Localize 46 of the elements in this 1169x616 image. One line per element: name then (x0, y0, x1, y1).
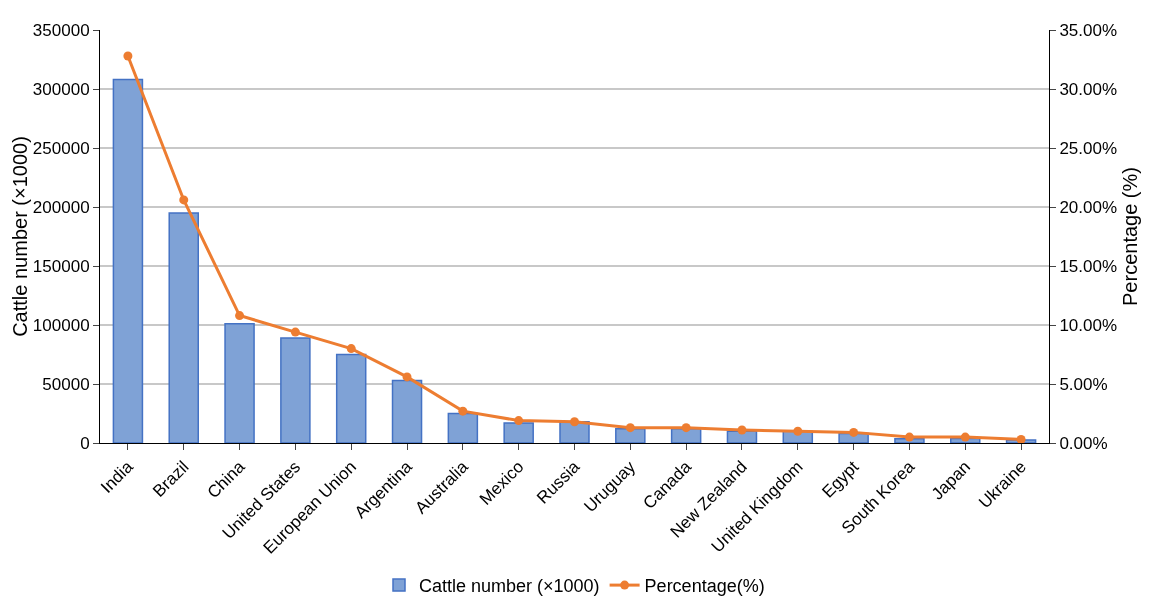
point (346, 344, 356, 354)
point (235, 311, 245, 321)
legend-label: Percentage(%) (644, 576, 765, 597)
point (960, 432, 970, 442)
y2-tick-label: 20.00% (1059, 197, 1118, 217)
legend-label: Cattle number (×1000) (419, 576, 600, 597)
y-tick-label: 300000 (32, 79, 90, 99)
y2-tick-label: 15.00% (1059, 256, 1118, 276)
y2-tick-label: 0.00% (1059, 433, 1108, 453)
bar (112, 78, 144, 443)
point (123, 51, 133, 61)
bar (224, 323, 255, 443)
y-axis-title: Cattle number (×1000) (8, 136, 31, 337)
point (514, 416, 524, 426)
point (570, 417, 579, 427)
point (793, 426, 803, 436)
y-tick-label: 350000 (32, 20, 90, 40)
y2-tick-label: 35.00% (1059, 20, 1118, 40)
y2-tick-label: 5.00% (1059, 374, 1108, 394)
y-tick-label: 50000 (42, 374, 90, 394)
y-tick-label: 100000 (32, 315, 90, 335)
point (681, 423, 691, 433)
bar (335, 353, 367, 443)
y-tick-label: 0 (80, 433, 90, 453)
point (849, 427, 859, 437)
point (290, 327, 300, 337)
point (737, 425, 747, 435)
bar (168, 212, 199, 443)
bar (391, 379, 423, 443)
bar (615, 428, 646, 443)
y-tick-label: 200000 (32, 197, 90, 217)
point (179, 195, 189, 205)
point (904, 432, 914, 442)
point (402, 372, 412, 382)
y2-tick-label: 25.00% (1059, 138, 1118, 158)
point (1016, 434, 1026, 443)
y2-axis-title: Percentage (%) (1119, 167, 1142, 306)
bar (503, 422, 534, 443)
bar (280, 337, 311, 443)
bar (447, 412, 479, 443)
y-tick-label: 150000 (32, 256, 90, 276)
point (458, 406, 468, 416)
y-tick-label: 250000 (32, 138, 90, 158)
point (625, 423, 635, 433)
y2-tick-label: 30.00% (1059, 79, 1118, 99)
y2-tick-label: 10.00% (1059, 315, 1118, 335)
